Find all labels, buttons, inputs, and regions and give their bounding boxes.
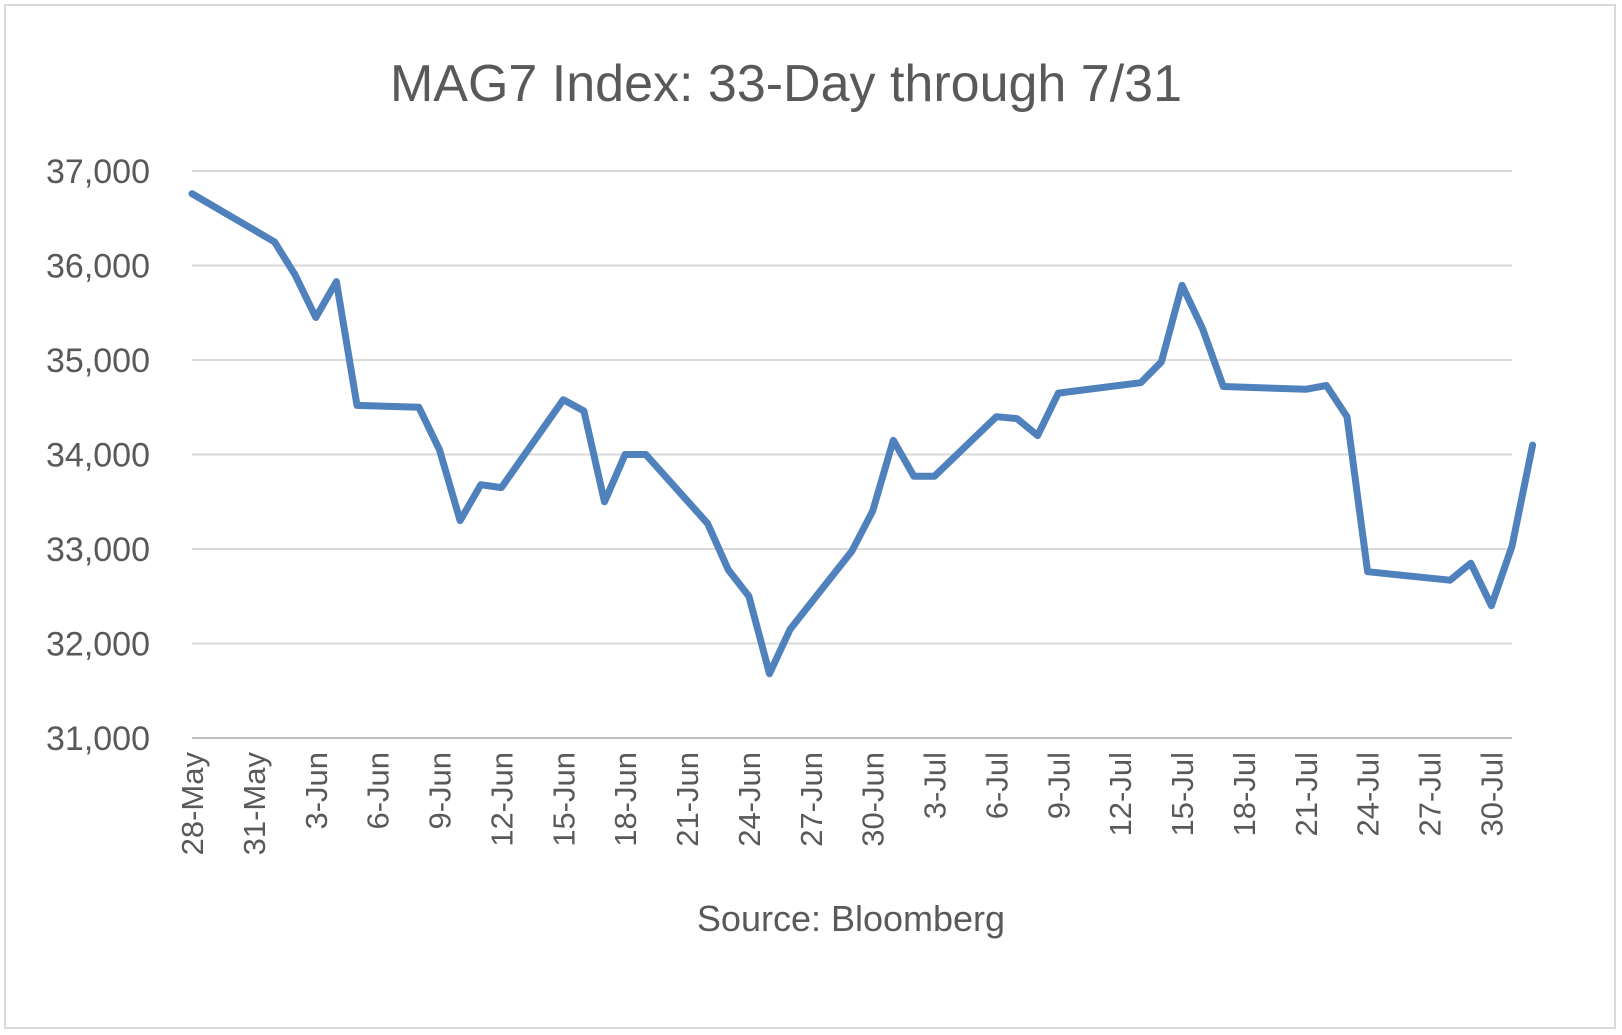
y-tick-label: 36,000	[46, 248, 150, 286]
x-tick-label: 15-Jun	[546, 752, 581, 847]
x-axis-ticks: 28-May 31-May 3-Jun 6-Jun 9-Jun 12-Jun 15-Jun 1…	[175, 752, 1509, 856]
line-chart: MAG7 Index: 33-Day through 7/31 31,000 32…	[46, 55, 1537, 939]
y-tick-label: 31,000	[46, 720, 150, 758]
y-tick-label: 34,000	[46, 437, 150, 475]
y-tick-label: 33,000	[46, 531, 150, 569]
x-tick-label: 9-Jun	[423, 752, 458, 830]
x-tick-label: 12-Jul	[1103, 752, 1138, 836]
series-layer	[188, 190, 1537, 678]
y-axis-ticks: 31,000 32,000 33,000 34,000 35,000 36,000 37,0…	[46, 153, 150, 758]
series-line	[188, 190, 1537, 678]
x-tick-label: 18-Jun	[608, 752, 643, 847]
x-tick-label: 24-Jul	[1351, 752, 1386, 836]
x-tick-label: 21-Jul	[1289, 752, 1324, 836]
x-tick-label: 27-Jul	[1413, 752, 1448, 836]
y-tick-label: 32,000	[46, 626, 150, 664]
y-tick-label: 35,000	[46, 342, 150, 380]
x-tick-label: 30-Jul	[1474, 752, 1509, 836]
x-tick-label: 21-Jun	[670, 752, 705, 847]
x-axis-label: Source: Bloomberg	[697, 898, 1005, 939]
y-tick-label: 37,000	[46, 153, 150, 191]
chart-frame: MAG7 Index: 33-Day through 7/31 31,000 32…	[4, 4, 1616, 1029]
x-tick-label: 30-Jun	[856, 752, 891, 847]
x-tick-label: 27-Jun	[794, 752, 829, 847]
x-tick-label: 9-Jul	[1041, 752, 1076, 819]
x-tick-label: 15-Jul	[1165, 752, 1200, 836]
x-tick-label: 28-May	[175, 752, 210, 856]
x-tick-label: 3-Jun	[299, 752, 334, 830]
x-tick-label: 6-Jul	[979, 752, 1014, 819]
x-tick-label: 24-Jun	[732, 752, 767, 847]
chart-title: MAG7 Index: 33-Day through 7/31	[390, 55, 1182, 113]
x-tick-label: 18-Jul	[1227, 752, 1262, 836]
x-tick-label: 3-Jul	[918, 752, 953, 819]
gridlines	[192, 170, 1512, 739]
x-tick-label: 12-Jun	[484, 752, 519, 847]
x-tick-label: 6-Jun	[361, 752, 396, 830]
x-tick-label: 31-May	[237, 752, 272, 856]
